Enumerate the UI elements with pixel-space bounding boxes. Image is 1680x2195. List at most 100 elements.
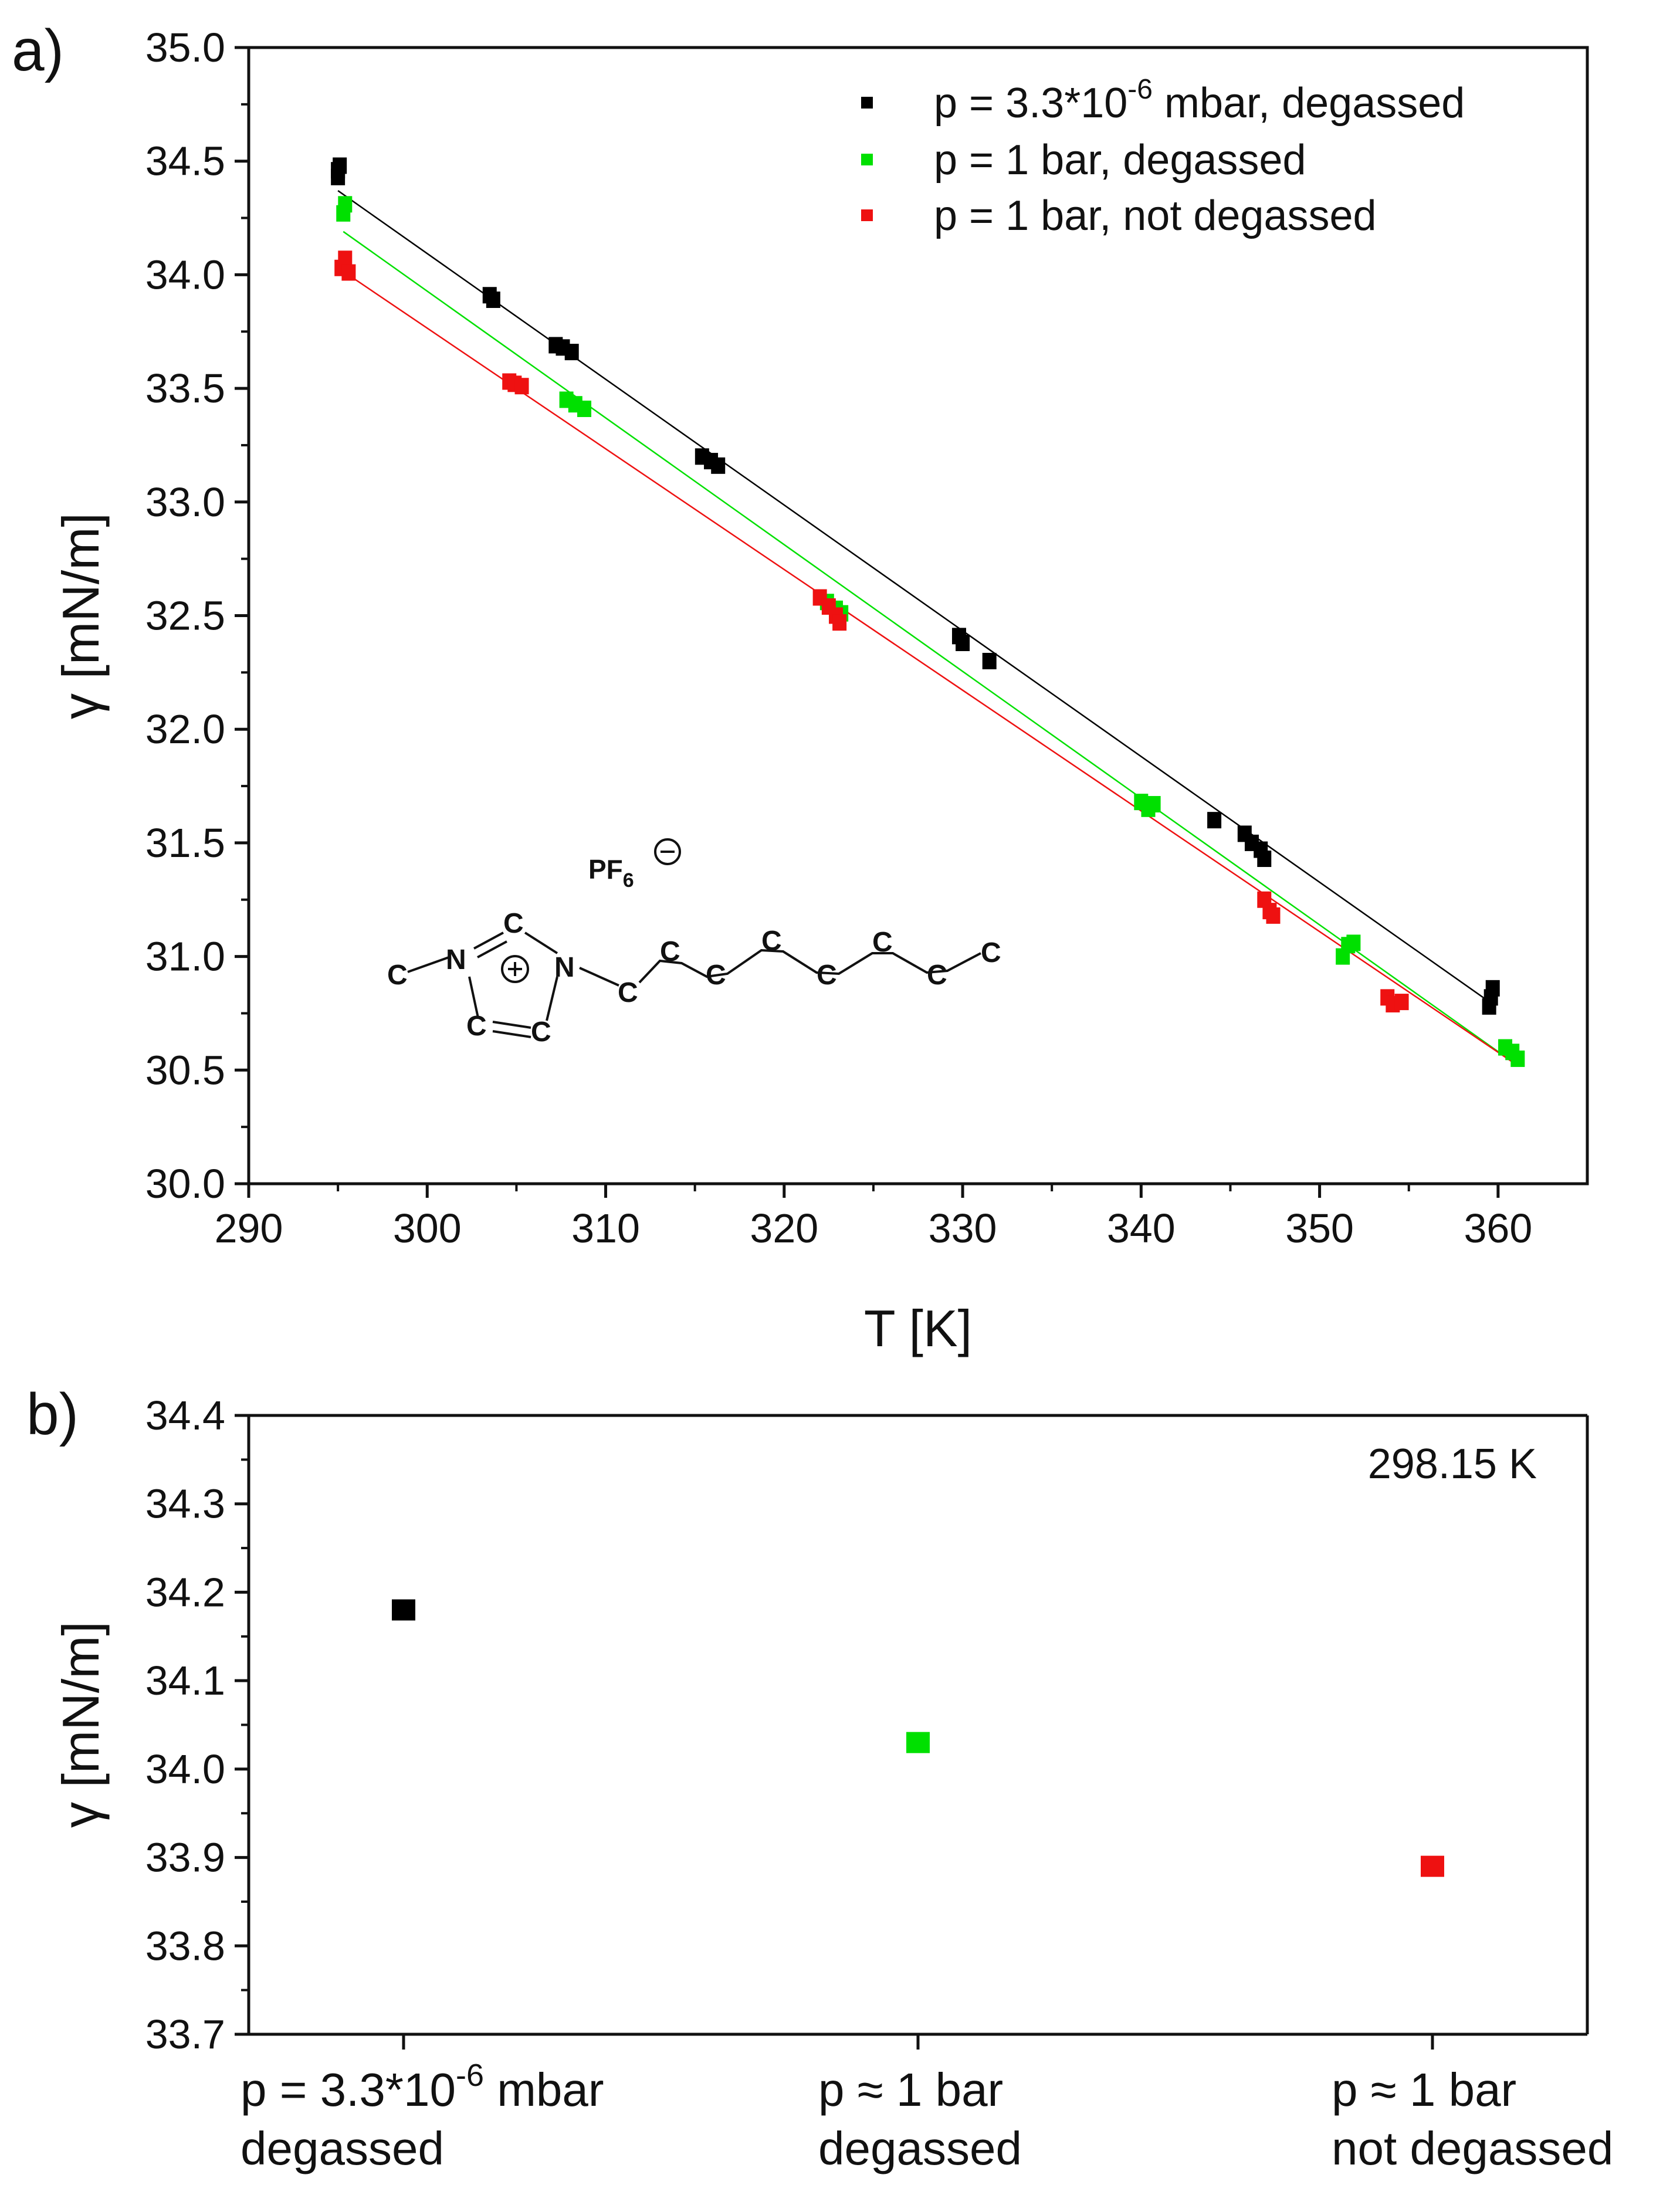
chain-atom-6: C xyxy=(872,927,893,958)
y-tick-label-7: 33.5 xyxy=(145,365,225,411)
b-y-tick-label-4: 34.1 xyxy=(145,1658,225,1703)
y-tick-label-8: 34.0 xyxy=(145,252,225,297)
chain-atom-5: C xyxy=(817,960,837,991)
anion-charge-circle xyxy=(654,838,681,865)
data-point-series-2-12 xyxy=(1266,907,1281,924)
b-y-tick-label-1: 33.8 xyxy=(145,1923,225,1969)
bond-c4-c5 xyxy=(492,1021,531,1029)
panel-b-y-ticks: 33.7 33.8 33.9 34.0 34.1 34.2 34.3 34.4 xyxy=(145,1393,249,2057)
legend-label-vacuum: p = 3.3*10-6 mbar, degassed xyxy=(934,74,1465,127)
atom-n1: N xyxy=(446,944,466,975)
chain-atom-8: C xyxy=(981,937,1001,968)
panel-a-fit-lines xyxy=(337,190,1519,1066)
bond-c2-n3 xyxy=(524,931,558,954)
y-tick-label-4: 32.0 xyxy=(145,706,225,752)
panel-a-x-axis-label: T [K] xyxy=(864,1299,972,1357)
atom-c-methyl: C xyxy=(387,960,408,991)
anion-formula: PF6 xyxy=(588,854,634,892)
panel-a-data-points xyxy=(331,157,1525,1067)
b-y-tick-label-3: 34.0 xyxy=(145,1746,225,1792)
chain-atom-3: C xyxy=(706,960,726,991)
b-y-tick-label-2: 33.9 xyxy=(145,1835,225,1881)
y-tick-label-10: 35.0 xyxy=(145,25,225,70)
y-tick-label-5: 32.5 xyxy=(145,593,225,639)
data-point-series-0-4 xyxy=(486,292,500,309)
atom-c5: C xyxy=(531,1017,551,1048)
data-point-series-1-16 xyxy=(1510,1050,1525,1067)
b-y-tick-label-5: 34.2 xyxy=(145,1569,225,1615)
panel-a-label: a) xyxy=(12,18,64,83)
y-tick-label-1: 30.5 xyxy=(145,1047,225,1093)
b-data-point-2 xyxy=(1421,1855,1444,1877)
molecule-structure xyxy=(407,838,981,1038)
y-tick-label-2: 31.0 xyxy=(145,934,225,980)
category-2-line2: not degassed xyxy=(1332,2122,1613,2174)
y-tick-label-6: 33.0 xyxy=(145,479,225,525)
fit-line-series-2 xyxy=(341,269,1519,1066)
panel-a-y-axis-label: γ [mN/m] xyxy=(52,513,110,719)
legend-marker-vacuum xyxy=(861,97,873,109)
panel-b: b) 33.7 33.8 33.9 34.0 34.1 34.2 34.3 34.4 298.… xyxy=(26,1381,1613,2174)
atom-c2: C xyxy=(503,908,524,939)
panel-b-frame xyxy=(247,1414,1589,2036)
x-tick-label-1: 300 xyxy=(393,1205,462,1251)
chain-atom-2: C xyxy=(660,936,680,967)
panel-b-label: b) xyxy=(26,1381,79,1447)
panel-b-x-ticks xyxy=(402,2034,1434,2050)
molecule-labels: C N C N C C C C C C C C C C ⊕ PF6 ⊖ xyxy=(387,851,1001,1048)
data-point-series-2-9 xyxy=(832,614,847,631)
legend-marker-1bar-degassed xyxy=(861,154,873,165)
bond-n1-c2-double xyxy=(477,940,507,958)
atom-c4: C xyxy=(466,1011,487,1042)
data-point-series-0-10 xyxy=(711,457,726,474)
category-0-line2: degassed xyxy=(241,2122,444,2174)
x-tick-label-7: 360 xyxy=(1464,1205,1532,1251)
x-tick-label-4: 330 xyxy=(929,1205,997,1251)
panel-a-x-ticks: 290 300 310 320 330 340 350 360 xyxy=(215,1184,1532,1251)
legend-marker-1bar-not-degassed xyxy=(861,209,873,221)
panel-b-temperature-annotation: 298.15 K xyxy=(1368,1441,1537,1488)
category-0-line1: p = 3.3*10-6 mbar xyxy=(241,2058,604,2116)
data-point-series-0-7 xyxy=(564,344,579,361)
x-tick-label-2: 310 xyxy=(571,1205,640,1251)
panel-b-data-points xyxy=(392,1599,1444,1877)
y-tick-label-0: 30.0 xyxy=(145,1161,225,1207)
y-tick-label-9: 34.5 xyxy=(145,138,225,184)
panel-a-y-ticks: 30.0 30.5 31.0 31.5 32.0 32.5 33.0 33.5 34.0 34.5… xyxy=(145,25,249,1207)
x-tick-label-6: 350 xyxy=(1285,1205,1354,1251)
data-point-series-0-14 xyxy=(1207,812,1222,829)
atom-n3: N xyxy=(554,952,575,983)
data-point-series-1-13 xyxy=(1346,934,1361,951)
data-point-series-2-15 xyxy=(1394,994,1409,1011)
x-tick-label-5: 340 xyxy=(1107,1205,1176,1251)
b-data-point-0 xyxy=(392,1599,415,1621)
alkyl-chain xyxy=(638,949,981,984)
data-point-series-0-2 xyxy=(333,157,347,174)
fit-line-series-1 xyxy=(343,231,1519,1066)
bond-n1-c2 xyxy=(473,931,504,950)
y-tick-label-3: 31.5 xyxy=(145,820,225,866)
bond-methyl-n1 xyxy=(407,956,449,973)
bond-c4-c5-double xyxy=(492,1030,531,1038)
legend-label-1bar-degassed: p = 1 bar, degassed xyxy=(934,137,1306,184)
chain-atom-4: C xyxy=(761,926,782,957)
bond-c5-n1 xyxy=(468,976,479,1018)
data-point-series-1-4 xyxy=(577,400,592,417)
data-point-series-1-10 xyxy=(1146,796,1161,813)
category-2-line1: p ≈ 1 bar xyxy=(1332,2064,1516,2116)
panel-a-legend: p = 3.3*10-6 mbar, degassed p = 1 bar, d… xyxy=(861,74,1465,239)
b-y-tick-label-7: 34.4 xyxy=(145,1393,225,1438)
data-point-series-2-2 xyxy=(341,264,356,281)
x-tick-label-0: 290 xyxy=(215,1205,283,1251)
data-point-series-0-13 xyxy=(982,652,997,669)
ring-charge-circle xyxy=(501,955,529,983)
bond-n3-chain xyxy=(579,967,619,987)
bond-n3-c4 xyxy=(546,976,558,1021)
data-point-series-0-18 xyxy=(1257,851,1272,868)
data-point-series-0-12 xyxy=(956,634,970,651)
data-point-series-2-5 xyxy=(514,378,529,395)
panel-a: a) 30.030.531.031.532.032.533.033.534.03… xyxy=(12,18,1589,1357)
data-point-series-1-1 xyxy=(338,196,353,213)
b-y-tick-label-0: 33.7 xyxy=(145,2011,225,2057)
